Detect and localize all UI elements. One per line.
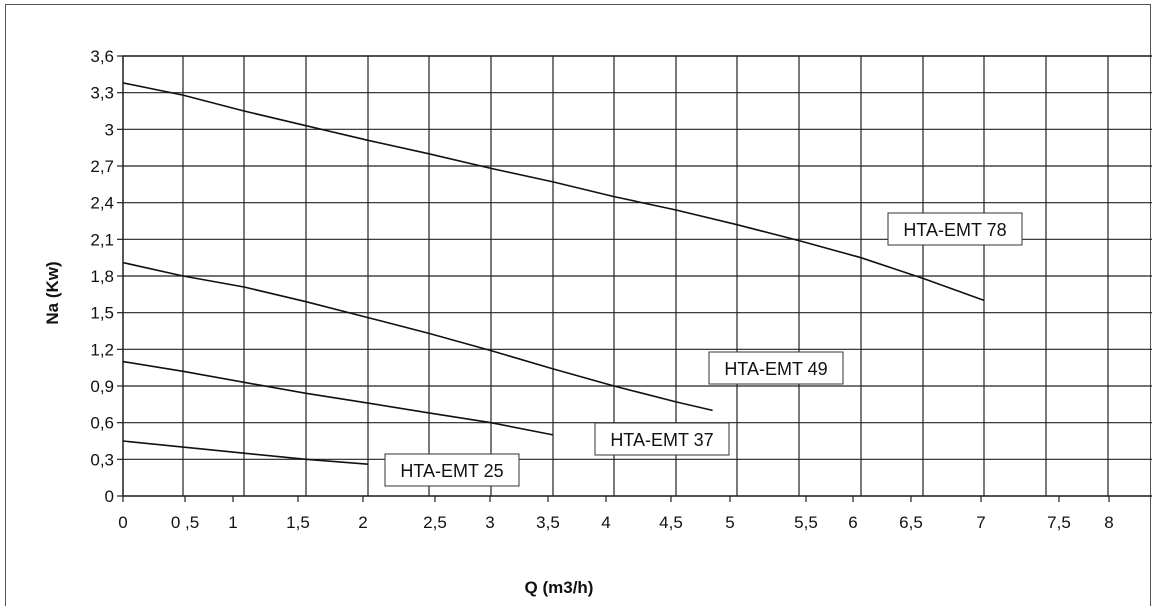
y-tick-label: 3: [105, 120, 114, 139]
axes: 0 0,3 0,6 0,9 1,2 1,5 1,8 2,1 2,4 2,7 3 3,3 3,6 0 0 ,5…: [90, 47, 1152, 532]
series-label-frame: [708, 351, 844, 385]
x-tick-label: 6,5: [899, 513, 923, 532]
y-tick-label: 3,3: [90, 84, 114, 103]
plot-area-border: [122, 55, 1152, 497]
y-tick-label: 0,9: [90, 377, 114, 396]
y-axis-title: Na (Kw): [43, 261, 62, 324]
series-line-hta-emt-78: [122, 82, 985, 302]
y-tick-label: 0: [105, 487, 114, 506]
x-tick-label: 7,5: [1047, 513, 1071, 532]
series-label-frame: [594, 422, 730, 456]
x-tick-label: 5,5: [794, 513, 818, 532]
y-tick-label: 0,6: [90, 414, 114, 433]
y-tick-label: 2,4: [90, 194, 114, 213]
series-label-text: HTA-EMT 78: [903, 220, 1006, 240]
y-tick-label: 1,5: [90, 304, 114, 323]
series-label-frame: [887, 212, 1023, 246]
x-tick-label: 0 ,5: [171, 513, 199, 532]
series-label-text: HTA-EMT 25: [400, 461, 503, 481]
power-curve-chart: 0 0,3 0,6 0,9 1,2 1,5 1,8 2,1 2,4 2,7 3 3,3 3,6 0 0 ,5…: [43, 47, 1152, 597]
series-label-box: HTA-EMT 49: [708, 351, 844, 385]
series-labels: HTA-EMT 78 HTA-EMT 49 HTA-EMT 37 HTA-EMT 25: [384, 212, 1023, 487]
x-tick-label: 4,5: [659, 513, 683, 532]
x-tick-label: 0: [118, 513, 127, 532]
series-label-frame: [384, 453, 520, 487]
series-label-box: HTA-EMT 25: [384, 453, 520, 487]
x-tick-label: 6: [848, 513, 857, 532]
x-tick-label: 5: [725, 513, 734, 532]
series-line-hta-emt-37: [122, 360, 554, 436]
series-label-text: HTA-EMT 49: [724, 359, 827, 379]
y-tick-label: 3,6: [90, 47, 114, 66]
y-tick-label: 1,2: [90, 340, 114, 359]
x-tick-label: 4: [601, 513, 610, 532]
x-tick-label: 3,5: [536, 513, 560, 532]
x-axis-title: Q (m3/h): [525, 578, 594, 597]
x-tick-label: 3: [485, 513, 494, 532]
x-tick-label: 2,5: [423, 513, 447, 532]
x-tick-label: 7: [976, 513, 985, 532]
y-tick-label: 2,7: [90, 157, 114, 176]
series-line-hta-emt-49: [122, 261, 713, 412]
y-tick-label: 2,1: [90, 230, 114, 249]
series-label-text: HTA-EMT 37: [610, 430, 713, 450]
y-tick-label: 0,3: [90, 450, 114, 469]
y-tick-label: 1,8: [90, 267, 114, 286]
series-lines: [122, 82, 985, 465]
series-label-box: HTA-EMT 78: [887, 212, 1023, 246]
x-tick-label: 1: [228, 513, 237, 532]
chart-frame: 0 0,3 0,6 0,9 1,2 1,5 1,8 2,1 2,4 2,7 3 3,3 3,6 0 0 ,5…: [5, 4, 1152, 606]
x-tick-label: 1,5: [286, 513, 310, 532]
series-label-box: HTA-EMT 37: [594, 422, 730, 456]
x-tick-label: 2: [358, 513, 367, 532]
series-line-hta-emt-25: [122, 440, 369, 465]
x-tick-label: 8: [1104, 513, 1113, 532]
